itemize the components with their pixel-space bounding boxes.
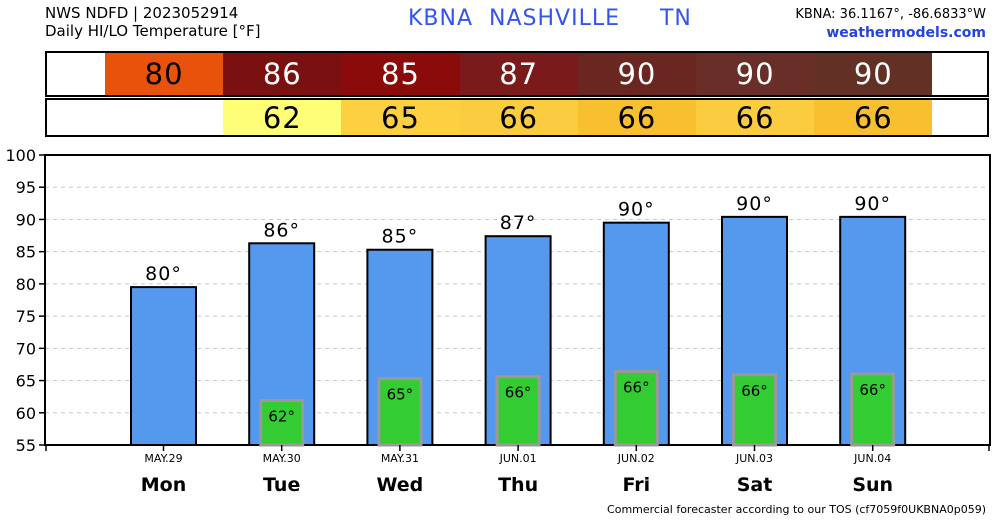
hi-bar-label: 86° — [263, 219, 300, 241]
y-tick-label: 55 — [16, 436, 36, 455]
hi-temp-cell: 90 — [577, 53, 696, 95]
date-label: MAY.31 — [381, 452, 419, 465]
lo-temp-cell — [47, 100, 105, 135]
hi-bar-label: 87° — [500, 212, 537, 234]
hi-bar-label: 90° — [618, 199, 655, 221]
header-right: KBNA: 36.1167°, -86.6833°W weathermodels… — [795, 6, 986, 42]
header-left: NWS NDFD | 2023052914 Daily HI/LO Temper… — [45, 4, 261, 40]
lo-temp-cell: 65 — [341, 100, 460, 135]
lo-temp-strip: 62 65 66 66 66 66 — [45, 98, 989, 137]
hi-temp-cell: 86 — [223, 53, 342, 95]
hi-temp-strip: 80 86 85 87 90 90 90 — [45, 51, 989, 97]
lo-bar — [850, 372, 896, 447]
lo-bar-label: 65° — [387, 386, 414, 404]
hi-bar — [130, 286, 197, 446]
lo-temp-cell — [105, 100, 224, 135]
product-label: Daily HI/LO Temperature [°F] — [45, 22, 261, 40]
footer-note: Commercial forecaster according to our T… — [607, 503, 986, 516]
day-label: Wed — [377, 474, 424, 496]
hi-temp-cell: 80 — [105, 53, 224, 95]
lo-bar-label: 62° — [268, 408, 295, 426]
y-tick-label: 80 — [16, 275, 36, 294]
lo-temp-cell: 66 — [696, 100, 815, 135]
date-label: JUN.01 — [499, 452, 537, 465]
coords-label: KBNA: 36.1167°, -86.6833°W — [795, 7, 986, 22]
y-tick-label: 85 — [16, 243, 36, 262]
hi-temp-cell: 90 — [814, 53, 933, 95]
station-title: KBNA NASHVILLE TN — [408, 6, 692, 31]
lo-bar-label: 66° — [505, 384, 532, 402]
date-label: JUN.02 — [617, 452, 655, 465]
date-label: MAY.30 — [263, 452, 301, 465]
lo-bar — [495, 375, 541, 447]
lo-temp-cell: 62 — [223, 100, 342, 135]
day-label: Tue — [263, 474, 300, 496]
hi-temp-cell — [47, 53, 105, 95]
y-tick-label: 95 — [16, 178, 36, 197]
date-label: JUN.03 — [735, 452, 773, 465]
y-tick-label: 70 — [16, 339, 36, 358]
lo-bar-label: 66° — [741, 382, 768, 400]
day-label: Sun — [852, 474, 893, 496]
lo-bar-label: 66° — [623, 379, 650, 397]
hi-bar-label: 80° — [145, 263, 182, 285]
hi-temp-cell: 90 — [696, 53, 815, 95]
date-label: JUN.04 — [853, 452, 891, 465]
model-run-label: NWS NDFD | 2023052914 — [45, 4, 239, 22]
hi-bar-label: 90° — [854, 193, 891, 215]
lo-temp-cell: 66 — [814, 100, 933, 135]
day-label: Fri — [622, 474, 650, 496]
y-tick-label: 60 — [16, 404, 36, 423]
lo-bar — [613, 370, 659, 447]
site-link[interactable]: weathermodels.com — [826, 25, 986, 41]
y-tick-label: 75 — [16, 307, 36, 326]
lo-bar-label: 66° — [859, 381, 886, 399]
hi-temp-cell — [932, 53, 987, 95]
day-label: Thu — [498, 474, 538, 496]
hi-temp-cell: 85 — [341, 53, 460, 95]
hi-bar-label: 90° — [736, 193, 773, 215]
y-tick-label: 90 — [16, 210, 36, 229]
lo-temp-cell: 66 — [577, 100, 696, 135]
lo-temp-cell: 66 — [459, 100, 578, 135]
y-tick-label: 100 — [5, 146, 36, 165]
lo-temp-cell — [932, 100, 987, 135]
y-tick-label: 65 — [16, 372, 36, 391]
hi-bar-label: 85° — [382, 226, 419, 248]
day-label: Sat — [737, 474, 773, 496]
date-label: MAY.29 — [144, 452, 182, 465]
hi-temp-cell: 87 — [459, 53, 578, 95]
day-label: Mon — [141, 474, 187, 496]
